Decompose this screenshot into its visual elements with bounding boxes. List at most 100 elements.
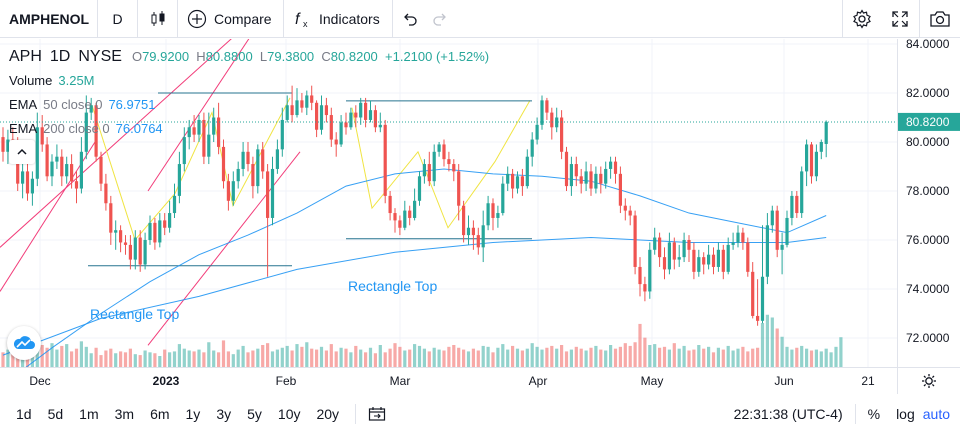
volume-bar bbox=[417, 345, 422, 367]
candle bbox=[119, 225, 123, 253]
candle bbox=[403, 200, 407, 231]
volume-bar bbox=[437, 349, 441, 367]
candle bbox=[334, 132, 338, 157]
candle bbox=[795, 191, 799, 218]
candle-body bbox=[212, 117, 216, 135]
candle bbox=[726, 237, 730, 275]
candle-body bbox=[819, 142, 823, 152]
interval-button[interactable]: D bbox=[98, 0, 138, 38]
volume-bar bbox=[721, 349, 725, 367]
range-button-6m[interactable]: 6m bbox=[150, 405, 170, 422]
symbol-legend[interactable]: APH 1D NYSE O79.9200 H80.8800 L79.3800 C… bbox=[9, 45, 489, 69]
chart-canvas[interactable]: Rectangle Top Rectangle Top bbox=[0, 39, 897, 367]
svg-text:x: x bbox=[303, 19, 308, 29]
range-button-1y[interactable]: 1y bbox=[185, 405, 201, 422]
range-button-10y[interactable]: 10y bbox=[277, 405, 301, 422]
settings-button[interactable] bbox=[843, 0, 881, 38]
log-toggle[interactable]: log bbox=[896, 405, 915, 422]
candle-body bbox=[388, 195, 392, 214]
candle-body bbox=[780, 244, 784, 250]
volume-bar bbox=[574, 346, 578, 367]
candle bbox=[496, 205, 500, 228]
volume-bar bbox=[285, 345, 289, 367]
volume-bar bbox=[785, 346, 789, 367]
candle bbox=[770, 205, 774, 233]
go-to-date-button[interactable] bbox=[364, 406, 390, 422]
volume-bar bbox=[388, 348, 392, 367]
candle-body bbox=[300, 100, 304, 108]
candle bbox=[501, 176, 505, 216]
volume-bar bbox=[648, 345, 652, 367]
price-tick-label: 72.0000 bbox=[906, 331, 950, 345]
candle bbox=[359, 97, 363, 125]
range-button-20y[interactable]: 20y bbox=[316, 405, 340, 422]
candle bbox=[422, 159, 426, 184]
candle-body bbox=[667, 242, 671, 270]
candle-body bbox=[408, 210, 412, 218]
candle-body bbox=[751, 271, 755, 316]
candle bbox=[511, 168, 515, 199]
volume-bar bbox=[707, 346, 711, 367]
symbol-search-button[interactable]: AMPHENOL bbox=[0, 0, 98, 38]
candle-body bbox=[623, 205, 627, 211]
range-button-3m[interactable]: 3m bbox=[114, 405, 135, 422]
time-tick-label: Mar bbox=[390, 374, 411, 388]
candle-body bbox=[462, 205, 466, 236]
ema200-legend[interactable]: EMA 200 close 0 76.0764 bbox=[9, 117, 489, 141]
candle bbox=[525, 149, 529, 189]
collapse-legend-button[interactable] bbox=[9, 140, 35, 164]
snapshot-button[interactable] bbox=[920, 0, 960, 38]
range-button-3y[interactable]: 3y bbox=[216, 405, 232, 422]
price-tick-label: 78.0000 bbox=[906, 184, 950, 198]
candle bbox=[692, 242, 696, 280]
price-axis[interactable]: 84.0000 82.0000 80.0000 78.0000 76.0000 74.00… bbox=[897, 37, 960, 367]
candle-body bbox=[427, 164, 431, 182]
volume-bar bbox=[736, 348, 740, 367]
range-button-5d[interactable]: 5d bbox=[47, 405, 64, 422]
candle bbox=[775, 205, 779, 258]
candle-body bbox=[809, 144, 814, 177]
candle bbox=[800, 166, 804, 218]
candle-body bbox=[672, 242, 676, 260]
rectangle-top-label-2[interactable]: Rectangle Top bbox=[348, 278, 437, 294]
auto-scale-toggle[interactable]: auto bbox=[922, 405, 950, 422]
redo-icon[interactable] bbox=[432, 11, 448, 27]
candle bbox=[60, 149, 64, 187]
volume-bar bbox=[760, 323, 765, 367]
candle bbox=[99, 151, 103, 191]
tradingview-logo[interactable] bbox=[7, 326, 41, 360]
ema50-legend[interactable]: EMA 50 close 0 76.9751 bbox=[9, 93, 489, 117]
candle-body bbox=[339, 122, 343, 145]
candle bbox=[295, 88, 299, 118]
volume-bar bbox=[197, 349, 201, 367]
volume-bar bbox=[672, 343, 676, 367]
range-button-1d[interactable]: 1d bbox=[16, 405, 32, 422]
volume-bar bbox=[589, 347, 593, 367]
volume-bar bbox=[741, 346, 745, 367]
candle bbox=[790, 191, 794, 226]
candle bbox=[805, 139, 809, 187]
candle-body bbox=[35, 127, 39, 179]
candle bbox=[550, 107, 554, 140]
compare-button[interactable]: Compare bbox=[178, 0, 284, 38]
range-button-1m[interactable]: 1m bbox=[79, 405, 99, 422]
rectangle-top-label-1[interactable]: Rectangle Top bbox=[90, 306, 179, 322]
chart-style-button[interactable] bbox=[138, 0, 178, 38]
time-axis[interactable]: Dec 2023 Feb Mar Apr May Jun 21 bbox=[0, 367, 897, 394]
indicators-button[interactable]: f x Indicators bbox=[284, 0, 393, 38]
volume-legend[interactable]: Volume 3.25M bbox=[9, 69, 489, 93]
candle-body bbox=[177, 164, 181, 196]
fullscreen-button[interactable] bbox=[881, 0, 919, 38]
range-button-5y[interactable]: 5y bbox=[247, 405, 262, 422]
candle-body bbox=[1, 137, 5, 152]
clock-timezone-button[interactable]: 22:31:38 (UTC-4) bbox=[733, 405, 843, 422]
bottom-right-group: 22:31:38 (UTC-4) % log auto bbox=[734, 394, 960, 433]
chart-pane[interactable]: Rectangle Top Rectangle Top bbox=[0, 39, 897, 367]
axis-settings-button[interactable] bbox=[897, 367, 960, 394]
undo-icon[interactable] bbox=[402, 11, 418, 27]
percent-toggle[interactable]: % bbox=[867, 405, 881, 422]
volume-bar bbox=[462, 349, 466, 367]
candle-body bbox=[638, 266, 642, 285]
candle bbox=[417, 171, 422, 206]
volume-bar bbox=[329, 344, 333, 367]
